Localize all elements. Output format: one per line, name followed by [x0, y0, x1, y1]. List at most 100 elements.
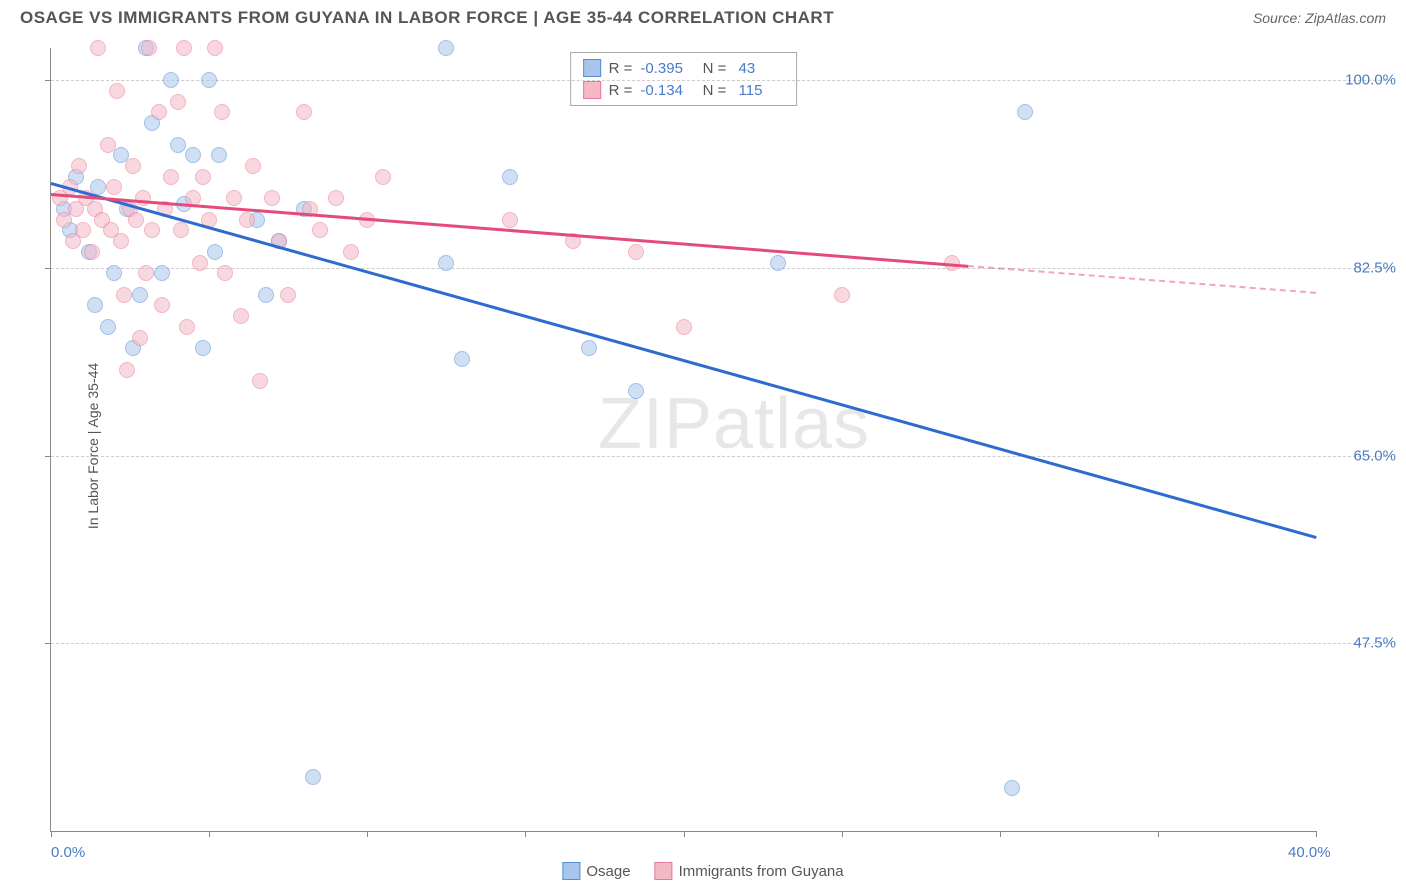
x-tick — [209, 831, 210, 837]
scatter-point — [258, 287, 274, 303]
stats-row: R =-0.395 N = 43 — [583, 57, 785, 79]
scatter-point — [1004, 780, 1020, 796]
scatter-point — [195, 340, 211, 356]
scatter-point — [151, 104, 167, 120]
legend-bottom: Osage Immigrants from Guyana — [562, 862, 843, 880]
chart-plot-area: ZIPatlas R =-0.395 N = 43R =-0.134 N = 1… — [50, 48, 1316, 832]
x-tick — [1316, 831, 1317, 837]
scatter-point — [226, 190, 242, 206]
scatter-point — [233, 308, 249, 324]
scatter-point — [138, 265, 154, 281]
scatter-point — [100, 319, 116, 335]
scatter-point — [207, 40, 223, 56]
x-tick — [367, 831, 368, 837]
scatter-point — [438, 255, 454, 271]
legend-label: Osage — [586, 863, 630, 880]
x-tick-label: 40.0% — [1288, 844, 1331, 861]
stat-n-value: 43 — [734, 60, 784, 77]
scatter-point — [454, 351, 470, 367]
scatter-point — [264, 190, 280, 206]
regression-line — [51, 182, 1317, 538]
gridline-horizontal — [51, 643, 1391, 644]
scatter-point — [179, 319, 195, 335]
scatter-point — [106, 265, 122, 281]
scatter-point — [109, 83, 125, 99]
series-swatch — [583, 81, 601, 99]
stat-r-value: -0.395 — [640, 60, 690, 77]
scatter-point — [192, 255, 208, 271]
scatter-point — [252, 373, 268, 389]
scatter-point — [676, 319, 692, 335]
correlation-stats-box: R =-0.395 N = 43R =-0.134 N = 115 — [570, 52, 798, 106]
scatter-point — [84, 244, 100, 260]
chart-title: OSAGE VS IMMIGRANTS FROM GUYANA IN LABOR… — [20, 8, 834, 28]
x-tick — [842, 831, 843, 837]
scatter-point — [502, 169, 518, 185]
scatter-point — [211, 147, 227, 163]
scatter-point — [154, 297, 170, 313]
scatter-point — [834, 287, 850, 303]
scatter-point — [217, 265, 233, 281]
scatter-point — [502, 212, 518, 228]
scatter-point — [87, 297, 103, 313]
stat-n-label: N = — [698, 82, 726, 99]
scatter-point — [135, 190, 151, 206]
scatter-point — [628, 244, 644, 260]
scatter-point — [176, 40, 192, 56]
scatter-point — [1017, 104, 1033, 120]
scatter-point — [312, 222, 328, 238]
y-tick-label: 65.0% — [1353, 447, 1396, 464]
scatter-point — [170, 137, 186, 153]
x-tick — [1000, 831, 1001, 837]
x-tick — [51, 831, 52, 837]
scatter-point — [280, 287, 296, 303]
x-tick-label: 0.0% — [51, 844, 85, 861]
scatter-point — [113, 233, 129, 249]
scatter-point — [185, 147, 201, 163]
legend-label: Immigrants from Guyana — [679, 863, 844, 880]
scatter-point — [75, 222, 91, 238]
scatter-point — [132, 287, 148, 303]
scatter-point — [132, 330, 148, 346]
stat-r-value: -0.134 — [640, 82, 690, 99]
scatter-point — [343, 244, 359, 260]
scatter-point — [245, 158, 261, 174]
scatter-point — [154, 265, 170, 281]
stat-n-value: 115 — [734, 82, 784, 99]
gridline-horizontal — [51, 80, 1391, 81]
scatter-point — [214, 104, 230, 120]
scatter-point — [144, 222, 160, 238]
y-tick-label: 82.5% — [1353, 259, 1396, 276]
scatter-point — [141, 40, 157, 56]
legend-item: Osage — [562, 862, 630, 880]
gridline-horizontal — [51, 268, 1391, 269]
scatter-point — [305, 769, 321, 785]
source-attribution: Source: ZipAtlas.com — [1253, 10, 1386, 26]
scatter-point — [119, 362, 135, 378]
stat-n-label: N = — [698, 60, 726, 77]
scatter-point — [100, 137, 116, 153]
legend-swatch — [562, 862, 580, 880]
scatter-point — [201, 72, 217, 88]
scatter-point — [128, 212, 144, 228]
scatter-point — [163, 72, 179, 88]
regression-line — [968, 265, 1316, 294]
scatter-point — [296, 104, 312, 120]
scatter-point — [770, 255, 786, 271]
scatter-point — [207, 244, 223, 260]
scatter-point — [163, 169, 179, 185]
scatter-point — [106, 179, 122, 195]
scatter-point — [328, 190, 344, 206]
scatter-point — [90, 40, 106, 56]
series-swatch — [583, 59, 601, 77]
y-tick-label: 47.5% — [1353, 635, 1396, 652]
scatter-point — [195, 169, 211, 185]
x-tick — [1158, 831, 1159, 837]
scatter-point — [173, 222, 189, 238]
legend-item: Immigrants from Guyana — [655, 862, 844, 880]
x-tick — [684, 831, 685, 837]
x-tick — [525, 831, 526, 837]
scatter-point — [239, 212, 255, 228]
scatter-point — [438, 40, 454, 56]
legend-swatch — [655, 862, 673, 880]
